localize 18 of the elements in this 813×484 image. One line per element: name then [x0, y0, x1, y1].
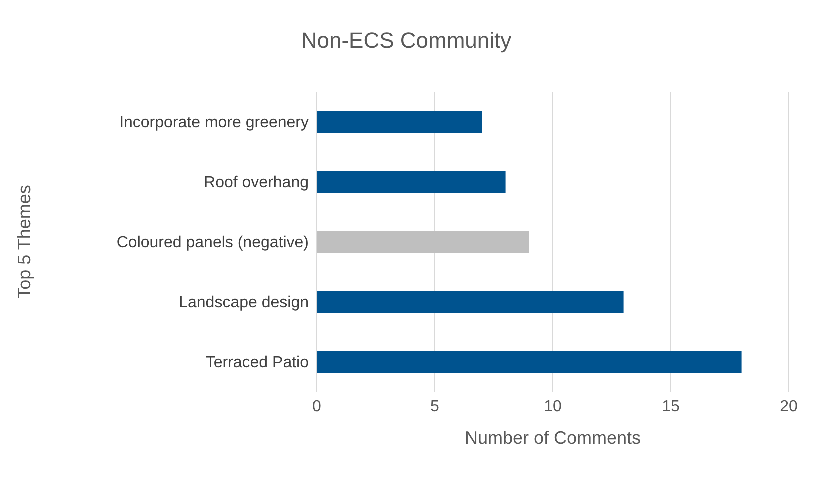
x-tick-label: 15 — [662, 398, 680, 416]
y-tick-label: Terraced Patio — [206, 354, 310, 372]
bar — [317, 231, 530, 253]
x-tick-label: 20 — [780, 398, 798, 416]
x-tick-label: 0 — [312, 398, 322, 416]
y-tick-label: Landscape design — [179, 294, 309, 312]
x-axis-title: Number of Comments — [464, 428, 642, 448]
bar — [317, 351, 742, 373]
y-tick-label: Incorporate more greenery — [120, 114, 309, 132]
y-tick-label: Roof overhang — [204, 174, 309, 192]
bar — [317, 111, 482, 133]
chart-title: Non-ECS Community — [300, 28, 513, 54]
y-tick-label: Coloured panels (negative) — [116, 234, 309, 252]
bar — [317, 291, 624, 313]
y-axis-title: Top 5 Themes — [14, 185, 34, 299]
bar — [317, 171, 506, 193]
x-tick-label: 5 — [430, 398, 440, 416]
x-tick-label: 10 — [544, 398, 562, 416]
